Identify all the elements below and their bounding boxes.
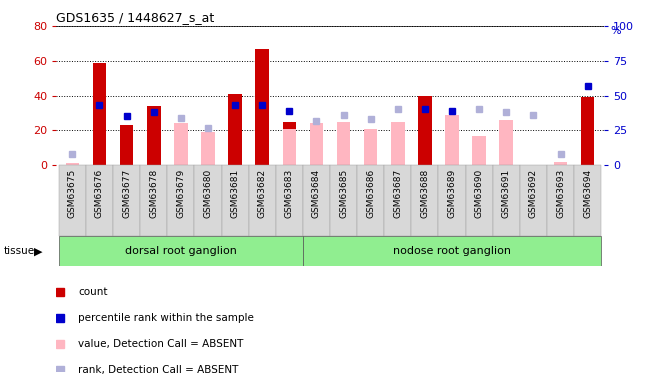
Bar [473, 135, 486, 165]
Text: GSM63679: GSM63679 [176, 168, 185, 218]
Bar [547, 165, 574, 236]
Bar [167, 165, 195, 236]
Text: GSM63692: GSM63692 [529, 168, 538, 217]
Bar [581, 98, 595, 165]
Bar [65, 163, 79, 165]
Bar [282, 122, 296, 165]
Text: GSM63681: GSM63681 [230, 168, 240, 218]
Text: GSM63688: GSM63688 [420, 168, 430, 218]
Bar [330, 165, 357, 236]
Text: GSM63685: GSM63685 [339, 168, 348, 218]
Text: GSM63691: GSM63691 [502, 168, 511, 218]
Bar [303, 236, 601, 266]
Bar [303, 165, 330, 236]
Bar [140, 165, 167, 236]
Bar [446, 122, 459, 165]
Text: GSM63684: GSM63684 [312, 168, 321, 217]
Bar [465, 165, 493, 236]
Bar [520, 165, 547, 236]
Bar [255, 49, 269, 165]
Text: GSM63680: GSM63680 [203, 168, 213, 218]
Text: %: % [610, 26, 621, 36]
Bar [92, 63, 106, 165]
Bar [59, 165, 86, 236]
Text: GDS1635 / 1448627_s_at: GDS1635 / 1448627_s_at [56, 11, 214, 24]
Bar [276, 165, 303, 236]
Bar [438, 165, 465, 236]
Bar [113, 165, 140, 236]
Bar [282, 129, 296, 165]
Bar [554, 162, 568, 165]
Bar [357, 165, 384, 236]
Bar [310, 123, 323, 165]
Bar [195, 165, 222, 236]
Text: GSM63682: GSM63682 [257, 168, 267, 217]
Bar [446, 115, 459, 165]
Bar [228, 94, 242, 165]
Text: GSM63675: GSM63675 [68, 168, 77, 218]
Bar [337, 122, 350, 165]
Bar [86, 165, 113, 236]
Text: GSM63683: GSM63683 [285, 168, 294, 218]
Text: GSM63694: GSM63694 [583, 168, 592, 217]
Text: ▶: ▶ [34, 246, 43, 256]
Text: dorsal root ganglion: dorsal root ganglion [125, 246, 237, 256]
Text: percentile rank within the sample: percentile rank within the sample [78, 313, 253, 323]
Bar [174, 123, 187, 165]
Text: GSM63676: GSM63676 [95, 168, 104, 218]
Bar [120, 125, 133, 165]
Bar [222, 165, 249, 236]
Text: tissue: tissue [3, 246, 34, 256]
Bar [500, 120, 513, 165]
Text: GSM63689: GSM63689 [447, 168, 457, 218]
Text: GSM63686: GSM63686 [366, 168, 375, 218]
Text: nodose root ganglion: nodose root ganglion [393, 246, 511, 256]
Text: GSM63687: GSM63687 [393, 168, 403, 218]
Bar [574, 165, 601, 236]
Bar [391, 122, 405, 165]
Text: GSM63690: GSM63690 [475, 168, 484, 218]
Bar [554, 163, 568, 165]
Bar [364, 129, 378, 165]
Text: rank, Detection Call = ABSENT: rank, Detection Call = ABSENT [78, 365, 238, 375]
Text: value, Detection Call = ABSENT: value, Detection Call = ABSENT [78, 339, 244, 349]
Text: GSM63678: GSM63678 [149, 168, 158, 218]
Bar [201, 132, 214, 165]
Bar [493, 165, 520, 236]
Bar [65, 163, 79, 165]
Bar [418, 96, 432, 165]
Bar [411, 165, 438, 236]
Bar [147, 106, 160, 165]
Bar [59, 236, 303, 266]
Text: count: count [78, 286, 108, 297]
Text: GSM63677: GSM63677 [122, 168, 131, 218]
Bar [249, 165, 276, 236]
Bar [384, 165, 411, 236]
Text: GSM63693: GSM63693 [556, 168, 565, 218]
